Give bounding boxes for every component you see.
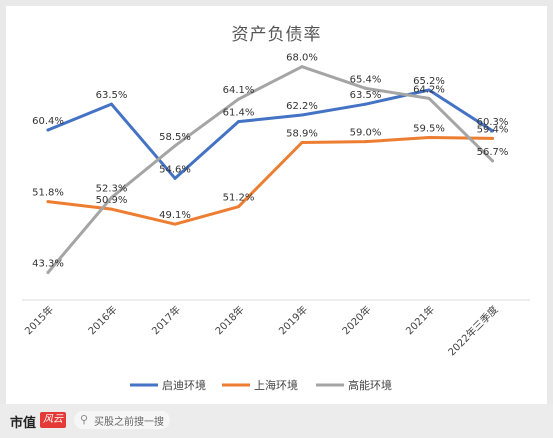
- data-point: [110, 196, 113, 199]
- x-tick-label: 2019年: [276, 303, 310, 337]
- data-label: 51.8%: [32, 188, 64, 199]
- data-point: [237, 120, 240, 124]
- data-label: 50.9%: [96, 195, 128, 206]
- search-placeholder: 买股之前搜一搜: [94, 417, 164, 428]
- search-icon: ⚲: [80, 413, 89, 426]
- data-point: [427, 136, 431, 139]
- data-label: 59.5%: [413, 124, 445, 135]
- data-label: 60.3%: [477, 117, 509, 128]
- series-line-0: [46, 88, 494, 180]
- series-line-2: [46, 65, 494, 274]
- data-point: [491, 129, 494, 133]
- search-box[interactable]: ⚲ 买股之前搜一搜: [74, 411, 170, 429]
- legend-label: 上海环境: [254, 378, 298, 392]
- data-point: [427, 96, 431, 100]
- data-point: [364, 140, 367, 144]
- data-point: [46, 128, 50, 132]
- chart-card: 资产负债率: [6, 6, 547, 404]
- data-point: [300, 65, 304, 69]
- data-point: [427, 88, 431, 92]
- x-tick-label: 2022年三季度: [445, 303, 500, 358]
- data-label: 62.2%: [286, 101, 318, 112]
- data-label: 59.4%: [477, 124, 509, 135]
- data-point: [491, 159, 494, 163]
- data-label: 56.7%: [477, 147, 509, 158]
- data-point: [110, 207, 113, 211]
- data-label: 65.2%: [413, 76, 445, 87]
- data-label: 59.0%: [350, 128, 382, 139]
- data-label: 61.4%: [223, 108, 255, 119]
- x-tick-label: 2017年: [149, 303, 183, 337]
- data-point: [300, 141, 304, 144]
- data-label: 64.1%: [223, 85, 255, 96]
- data-label: 49.1%: [159, 210, 191, 221]
- series-line-1: [46, 136, 494, 226]
- data-point: [173, 144, 177, 148]
- data-label: 63.5%: [350, 90, 382, 101]
- brand-logo: 市值: [10, 416, 37, 431]
- x-tick-label: 2020年: [339, 303, 373, 337]
- data-point: [364, 102, 367, 106]
- data-label: 51.2%: [223, 193, 255, 204]
- brand-badge: 风云: [40, 412, 66, 428]
- data-label: 63.5%: [96, 90, 128, 101]
- data-point: [110, 102, 113, 106]
- data-point: [491, 136, 494, 140]
- data-label: 58.5%: [159, 132, 191, 143]
- data-label: 68.0%: [286, 53, 318, 64]
- data-label: 43.3%: [32, 259, 64, 270]
- data-point: [300, 113, 304, 117]
- line-chart: 2015年 2016年 2017年 2018年 2019年 2020年 2021年 2022年…: [22, 53, 530, 392]
- footer-bar: 市值 风云 ⚲ 买股之前搜一搜: [0, 404, 553, 438]
- data-point: [173, 176, 177, 180]
- legend-label: 高能环境: [348, 378, 392, 392]
- data-point: [46, 271, 50, 274]
- data-label: 52.3%: [96, 184, 128, 195]
- data-point: [237, 97, 240, 101]
- data-label: 58.9%: [286, 129, 318, 140]
- data-label: 65.4%: [350, 74, 382, 85]
- legend-label: 启迪环境: [162, 378, 206, 392]
- data-point: [46, 200, 50, 204]
- data-label: 54.6%: [159, 164, 191, 175]
- data-point: [237, 205, 240, 209]
- data-label: 60.4%: [32, 116, 64, 127]
- x-tick-label: 2015年: [22, 303, 56, 337]
- data-label: 64.2%: [413, 84, 445, 95]
- data-point: [364, 86, 367, 90]
- chart-title: 资产负债率: [231, 25, 322, 45]
- x-tick-label: 2016年: [85, 303, 119, 337]
- x-tick-label: 2021年: [403, 303, 437, 337]
- x-tick-label: 2018年: [212, 303, 246, 337]
- data-point: [173, 222, 177, 226]
